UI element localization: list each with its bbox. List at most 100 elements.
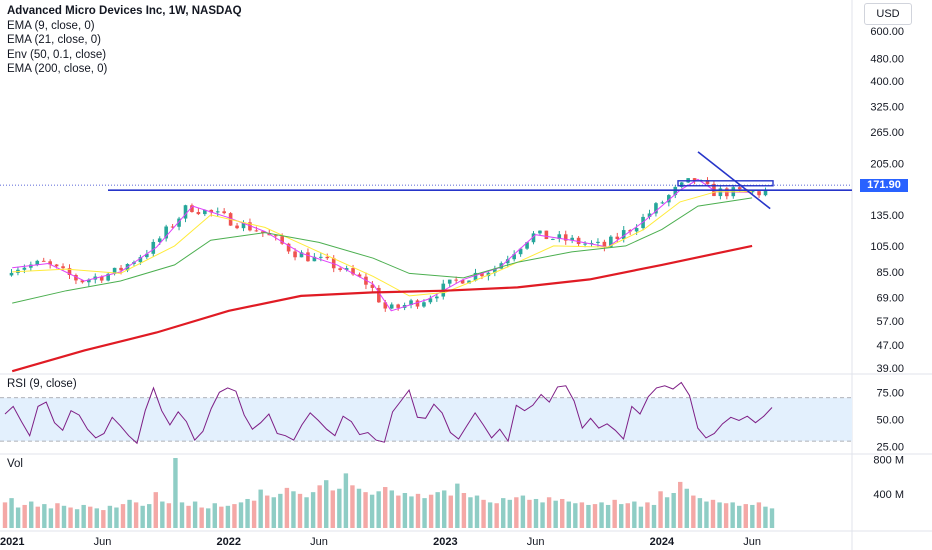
- volume-bar: [723, 503, 729, 528]
- volume-bar: [697, 498, 703, 528]
- volume-bar: [133, 502, 139, 528]
- volume-bar: [514, 497, 519, 528]
- price-axis[interactable]: 39.00 47.00 57.00 69.00 85.00 105.00 135.00 205…: [870, 26, 904, 375]
- volume-bar: [638, 506, 644, 528]
- rsi-band: [0, 397, 852, 442]
- volume-bar: [206, 508, 211, 528]
- volume-bar: [671, 493, 676, 528]
- volume-pane[interactable]: 800 M 400 M: [2, 455, 904, 528]
- volume-bar: [219, 506, 224, 528]
- volume-bar: [763, 506, 768, 528]
- legend-ema200[interactable]: EMA (200, close, 0): [7, 63, 108, 75]
- volume-bar: [88, 506, 93, 528]
- candle-body: [209, 209, 214, 213]
- candle-body: [312, 256, 317, 262]
- volume-bar: [81, 504, 86, 528]
- volume-bar: [107, 505, 113, 528]
- volume-bar: [455, 483, 460, 528]
- volume-bar: [258, 489, 263, 528]
- volume-bar: [225, 505, 231, 528]
- candle-body: [235, 225, 239, 229]
- volume-bar: [22, 504, 27, 528]
- volume-bar: [251, 500, 257, 528]
- volume-bar: [501, 498, 506, 528]
- candle-body: [157, 238, 162, 242]
- candle-body: [557, 234, 562, 239]
- volume-bar: [120, 504, 126, 528]
- candle-body: [319, 256, 323, 258]
- series-line-ema-200-close-0-: [11, 244, 753, 373]
- candle-body: [370, 284, 375, 288]
- volume-bar: [232, 504, 237, 528]
- candle-body: [280, 236, 284, 244]
- volume-bar: [664, 497, 670, 528]
- volume-bar: [428, 494, 434, 528]
- trend-drawings[interactable]: [0, 151, 852, 210]
- rsi-tick-label: 25.00: [876, 442, 904, 454]
- candle-body: [325, 256, 330, 259]
- candle-body: [596, 241, 600, 243]
- volume-bar: [474, 495, 480, 528]
- volume-bar: [612, 499, 617, 528]
- candle-body: [22, 267, 27, 270]
- legend-envelope[interactable]: Env (50, 0.1, close): [7, 48, 107, 61]
- volume-label[interactable]: Vol: [7, 458, 23, 470]
- volume-bar: [691, 495, 696, 528]
- candle-body: [377, 287, 381, 303]
- rsi-pane[interactable]: 25.00 50.00 75.00: [0, 381, 904, 454]
- volume-bar: [68, 507, 73, 528]
- volume-tick-label: 800 M: [873, 455, 904, 467]
- volume-tick-label: 400 M: [873, 489, 904, 501]
- volume-bar: [527, 499, 532, 528]
- volume-bar: [29, 501, 34, 528]
- legend-ema9[interactable]: EMA (9, close, 0): [7, 19, 95, 32]
- legend-ema21[interactable]: EMA (21, close, 0): [7, 34, 101, 46]
- candle-body: [112, 267, 117, 274]
- candle-body: [602, 241, 607, 248]
- candle-body: [428, 298, 433, 303]
- chart-legend: Advanced Micro Devices Inc, 1W, NASDAQ E…: [7, 4, 242, 77]
- volume-bar: [265, 495, 270, 528]
- volume-bar: [284, 487, 290, 528]
- price-tick-label: 205.00: [870, 158, 904, 170]
- candle-body: [338, 268, 342, 270]
- volume-bar: [55, 503, 60, 528]
- volume-bar: [186, 505, 191, 528]
- rsi-tick-label: 75.00: [876, 387, 904, 399]
- volume-bar: [756, 502, 762, 528]
- volume-bar: [147, 504, 152, 528]
- volume-bar: [199, 507, 204, 528]
- symbol-title[interactable]: Advanced Micro Devices Inc, 1W, NASDAQ: [7, 5, 242, 17]
- candle-body: [486, 272, 491, 277]
- volume-bar: [369, 494, 375, 528]
- time-axis[interactable]: 2021 Jun 2022 Jun 2023 Jun 2024 Jun: [0, 536, 761, 548]
- candle-body: [396, 304, 400, 308]
- volume-bar: [179, 502, 185, 528]
- volume-bar: [494, 503, 499, 528]
- volume-bar: [173, 458, 178, 528]
- candle-body: [551, 238, 555, 240]
- candle-body: [183, 205, 188, 219]
- volume-bar: [520, 495, 526, 528]
- candle-body: [170, 226, 175, 228]
- rsi-label[interactable]: RSI (9, close): [7, 378, 77, 390]
- volume-bar: [704, 501, 709, 528]
- volume-bar: [389, 490, 394, 528]
- candle-body: [351, 268, 355, 275]
- volume-bar: [245, 498, 250, 528]
- candle-body: [87, 279, 91, 283]
- volume-bar: [330, 490, 335, 528]
- candle-body: [480, 272, 484, 277]
- volume-bar: [324, 480, 329, 528]
- candle-body: [467, 280, 471, 284]
- time-tick-label: Jun: [527, 536, 545, 548]
- series-line-ema-21-close-0-: [12, 191, 753, 297]
- volume-bar: [579, 502, 585, 528]
- candle-body: [299, 252, 304, 258]
- volume-bar: [573, 503, 578, 528]
- volume-bar: [212, 503, 217, 528]
- candle-body: [505, 259, 510, 264]
- currency-button[interactable]: USD: [864, 3, 912, 25]
